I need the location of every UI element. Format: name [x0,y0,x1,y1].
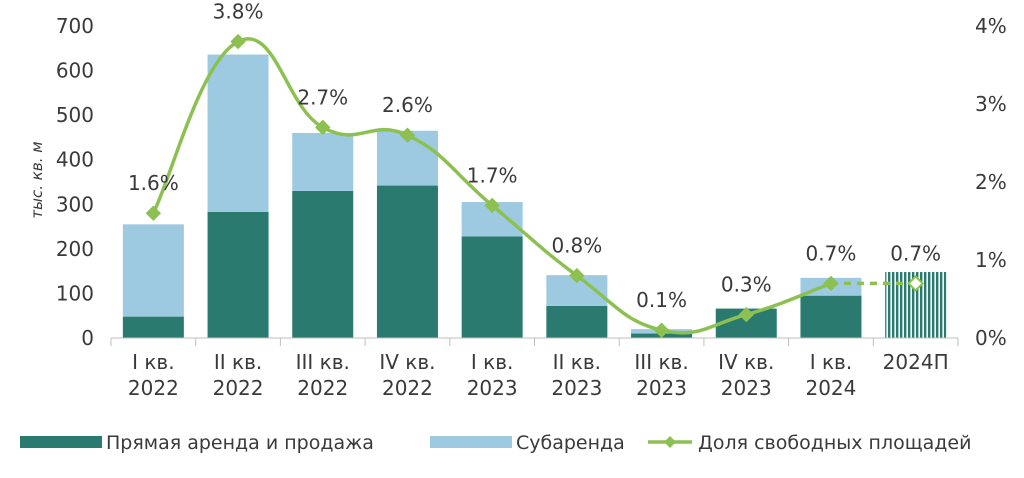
y-tick-label: 700 [56,14,94,38]
vacancy-point [653,322,670,338]
y-tick-label: 0 [81,326,94,350]
vacancy-data-label: 0.8% [551,234,602,258]
legend-swatch [430,436,512,448]
vacancy-point [823,275,839,292]
y2-tick-label: 0% [975,326,1007,350]
bar-sublease [292,132,354,191]
x-tick-label: IV кв. 2022 [379,350,435,400]
vacancy-point [230,33,246,50]
bar-direct [546,305,608,338]
vacancy-data-label: 3.8% [213,0,264,24]
x-tick-label: III кв. 2022 [296,350,350,400]
legend-label: Прямая аренда и продажа [106,432,374,454]
x-tick-label: I кв. 2022 [128,350,179,400]
x-tick-label: II кв. 2023 [551,350,602,400]
y-tick-label: 500 [56,103,94,127]
vacancy-point [738,306,754,323]
bar-direct [292,190,354,338]
legend-marker [664,436,676,448]
vacancy-data-label: 0.3% [721,273,772,297]
vacancy-data-label: 1.7% [467,163,518,187]
vacancy-data-label: 2.6% [382,93,433,117]
vacancy-point [907,274,925,292]
vacancy-point [315,119,331,136]
bar-sublease [122,224,184,317]
bar-direct [461,236,523,338]
x-tick-label: IV кв. 2023 [718,350,774,400]
bar-direct [122,316,184,338]
y2-tick-label: 2% [975,170,1007,194]
bar-sublease [207,54,269,212]
y-tick-label: 400 [56,148,94,172]
y-tick-label: 200 [56,237,94,261]
y-axis-label: тыс. кв. м [28,141,46,218]
x-tick-label: III кв. 2023 [634,350,688,400]
y2-tick-label: 1% [975,248,1007,272]
legend-swatch [20,436,102,448]
vacancy-point [484,197,500,214]
legend-label: Субаренда [516,432,625,454]
y-tick-label: 300 [56,192,94,216]
y2-tick-label: 3% [975,92,1007,116]
vacancy-point [569,267,585,284]
vacancy-data-label: 2.7% [297,85,348,109]
bar-direct [207,211,269,338]
bar-direct [800,295,862,338]
vacancy-point [399,127,416,143]
y-tick-label: 600 [56,59,94,83]
vacancy-data-label: 0.1% [636,288,687,312]
y-tick-label: 100 [56,281,94,305]
x-tick-label: I кв. 2024 [805,350,856,400]
vacancy-point [145,205,162,221]
bar-direct [376,185,438,338]
legend: Прямая аренда и продажа Субаренда Доля сво… [20,432,971,454]
y2-tick-label: 4% [975,14,1007,38]
vacancy-data-label: 0.7% [890,241,941,265]
legend-label: Доля свободных площадей [698,432,971,454]
vacancy-data-label: 1.6% [128,171,179,195]
vacancy-data-label: 0.7% [806,241,857,265]
x-tick-label: II кв. 2022 [213,350,264,400]
x-tick-label: 2024П [883,350,949,374]
x-tick-label: I кв. 2023 [467,350,518,400]
